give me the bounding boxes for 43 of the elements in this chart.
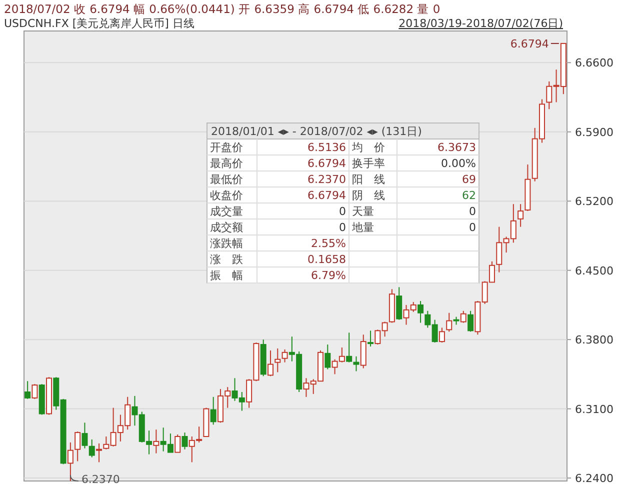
annotation: 69 — [462, 173, 476, 186]
y-tick-label: 6.3800 — [575, 334, 614, 347]
annotation: 2.55% — [311, 237, 346, 250]
annotation: 2018/01/01 ◂▸ - 2018/07/02 ◂▸ (131日) — [211, 125, 422, 138]
y-tick-label: 6.4500 — [575, 264, 614, 278]
annotation: 0 — [339, 205, 346, 218]
annotation: 开盘价 — [210, 141, 243, 154]
y-tick-label: 6.6600 — [575, 56, 614, 70]
annotation: 最高价 — [210, 157, 243, 170]
annotation: 6.6794 — [308, 157, 346, 170]
annotation: 振 幅 — [210, 269, 243, 282]
chart-title: USDCNH.FX [美元兑离岸人民币] 日线 — [4, 17, 194, 30]
annotation: 6.6794 — [308, 189, 346, 202]
annotation: 换手率 — [352, 157, 385, 170]
annotation: 6.3673 — [438, 141, 476, 154]
annotation: 62 — [462, 189, 476, 202]
y-tick-label: 6.2400 — [575, 472, 614, 486]
annotation: 阴 线 — [352, 189, 385, 202]
annotation: 0 — [469, 205, 476, 218]
annotation: 6.5136 — [308, 141, 346, 154]
annotation: 最低价 — [210, 173, 243, 186]
annotation: 0.00% — [441, 157, 476, 170]
annotation: 成交量 — [210, 205, 243, 218]
annotation: 6.2370 — [81, 473, 120, 486]
annotation: 涨 跌 — [210, 253, 243, 266]
y-tick-label: 6.5200 — [575, 195, 614, 208]
annotation: 6.79% — [311, 269, 346, 282]
annotation: 6.2370 — [308, 173, 346, 186]
annotation: 0.1658 — [308, 253, 346, 266]
y-tick-label: 6.5900 — [575, 126, 614, 139]
y-tick-label: 6.3100 — [575, 402, 614, 416]
annotation: 6.6794 — [510, 37, 549, 50]
annotation: 阳 线 — [352, 173, 385, 186]
annotation: 地量 — [351, 221, 374, 234]
annotation: 0 — [339, 221, 346, 234]
annotation: 收盘价 — [210, 189, 243, 202]
annotation: 均 价 — [351, 141, 385, 154]
text: 2018/07/02 收 6.6794 幅 0.66%(0.0441) 开 6.6359 高 6.6794 低 6.6282 量 0 — [4, 2, 440, 16]
annotation: 涨跌幅 — [210, 237, 243, 250]
annotation: 成交额 — [210, 221, 243, 234]
annotation: 0 — [469, 221, 476, 234]
chart-subtitle: 2018/03/19-2018/07/02(76日) — [398, 17, 563, 30]
annotation: 天量 — [352, 205, 374, 218]
